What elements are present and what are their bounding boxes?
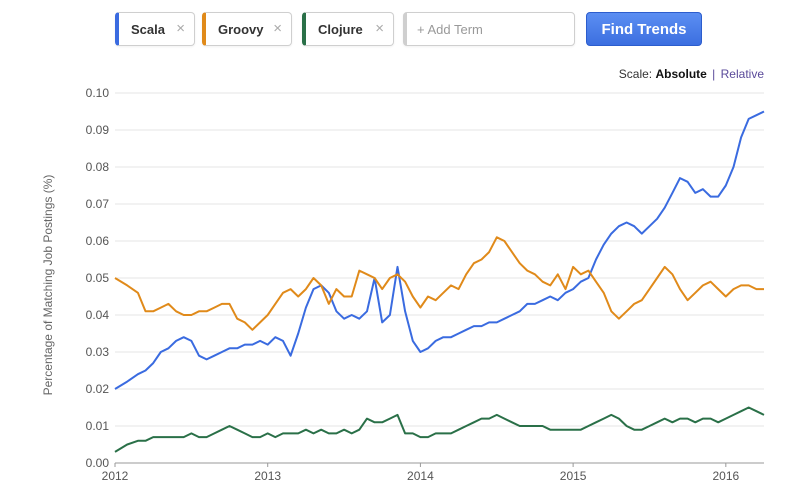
scale-relative-link[interactable]: Relative (720, 67, 764, 81)
series-line-scala (114, 110, 765, 390)
y-tick-label: 0.10 (86, 86, 110, 100)
remove-term-icon[interactable]: × (273, 20, 282, 37)
y-tick-label: 0.02 (86, 382, 110, 396)
term-label: Scala (131, 21, 165, 37)
x-tick-label: 2012 (102, 469, 129, 483)
series-line-groovy (114, 236, 764, 331)
y-tick-label: 0.05 (86, 271, 110, 285)
add-term-input[interactable]: + Add Term (403, 12, 575, 46)
y-tick-label: 0.00 (86, 456, 110, 470)
remove-term-icon[interactable]: × (176, 20, 185, 37)
y-tick-label: 0.06 (86, 234, 110, 248)
x-tick-label: 2013 (254, 469, 281, 483)
term-label: Groovy (218, 21, 264, 37)
y-tick-label: 0.07 (86, 197, 110, 211)
remove-term-icon[interactable]: × (375, 20, 384, 37)
y-tick-label: 0.09 (86, 123, 110, 137)
x-tick-label: 2014 (407, 469, 434, 483)
scale-separator: | (712, 67, 716, 81)
series-line-clojure (114, 406, 765, 453)
find-trends-button[interactable]: Find Trends (586, 12, 702, 46)
scale-absolute-option[interactable]: Absolute (655, 67, 707, 81)
term-label: Clojure (318, 21, 363, 37)
term-chip-clojure[interactable]: Clojure × (302, 12, 394, 46)
y-tick-label: 0.03 (86, 345, 110, 359)
y-tick-label: 0.08 (86, 160, 110, 174)
add-term-placeholder: + Add Term (417, 21, 483, 37)
y-tick-label: 0.01 (86, 419, 110, 433)
x-tick-label: 2015 (560, 469, 587, 483)
y-tick-label: 0.04 (86, 308, 110, 322)
x-tick-label: 2016 (712, 469, 739, 483)
scale-toggle: Scale: Absolute | Relative (619, 67, 764, 81)
scale-label: Scale: (618, 67, 653, 81)
term-chip-scala[interactable]: Scala × (115, 12, 195, 46)
term-chip-groovy[interactable]: Groovy × (202, 12, 292, 46)
